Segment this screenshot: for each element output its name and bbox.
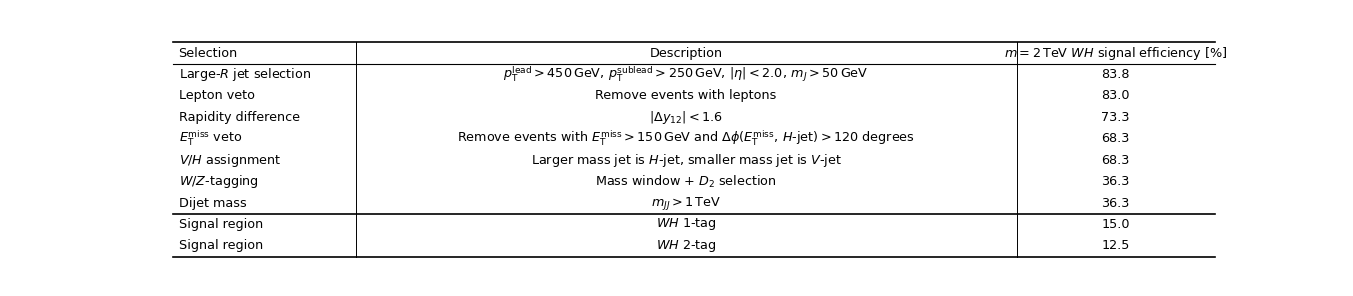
Text: 83.0: 83.0 (1101, 89, 1130, 102)
Text: 36.3: 36.3 (1101, 175, 1130, 188)
Text: 36.3: 36.3 (1101, 197, 1130, 210)
Text: Remove events with $E_{\mathrm{T}}^{\mathrm{miss}} > 150\,\mathrm{GeV}$ and $\De: Remove events with $E_{\mathrm{T}}^{\mat… (457, 129, 915, 149)
Text: $E_{\mathrm{T}}^{\mathrm{miss}}$ veto: $E_{\mathrm{T}}^{\mathrm{miss}}$ veto (179, 129, 242, 149)
Text: $|\Delta y_{12}| < 1.6$: $|\Delta y_{12}| < 1.6$ (649, 109, 723, 126)
Text: Mass window + $D_{2}$ selection: Mass window + $D_{2}$ selection (595, 173, 777, 190)
Text: $m_{JJ} > 1\,\mathrm{TeV}$: $m_{JJ} > 1\,\mathrm{TeV}$ (651, 194, 721, 212)
Text: $W/Z$-tagging: $W/Z$-tagging (179, 173, 258, 190)
Text: 68.3: 68.3 (1101, 132, 1130, 145)
Text: Rapidity difference: Rapidity difference (179, 111, 299, 124)
Text: 68.3: 68.3 (1101, 154, 1130, 167)
Text: Signal region: Signal region (179, 239, 262, 252)
Text: Lepton veto: Lepton veto (179, 89, 254, 102)
Text: $V/H$ assignment: $V/H$ assignment (179, 152, 281, 169)
Text: Dijet mass: Dijet mass (179, 197, 246, 210)
Text: $m = 2\,\mathrm{TeV}\ \mathit{WH}\ \mathrm{signal\ efficiency\ [\%]}$: $m = 2\,\mathrm{TeV}\ \mathit{WH}\ \math… (1004, 45, 1227, 62)
Text: Signal region: Signal region (179, 218, 262, 231)
Text: $WH$ 1-tag: $WH$ 1-tag (656, 216, 717, 232)
Text: 83.8: 83.8 (1101, 68, 1130, 81)
Text: Large-$R$ jet selection: Large-$R$ jet selection (179, 66, 311, 83)
Text: Larger mass jet is $H$-jet, smaller mass jet is $V$-jet: Larger mass jet is $H$-jet, smaller mass… (530, 152, 842, 169)
Text: $p_{\mathrm{T}}^{\mathrm{lead}} > 450\,\mathrm{GeV},\, p_{\mathrm{T}}^{\mathrm{s: $p_{\mathrm{T}}^{\mathrm{lead}} > 450\,\… (503, 65, 869, 84)
Text: Description: Description (649, 46, 723, 59)
Text: 15.0: 15.0 (1101, 218, 1130, 231)
Text: 12.5: 12.5 (1101, 239, 1130, 252)
Text: Selection: Selection (179, 46, 238, 59)
Text: $WH$ 2-tag: $WH$ 2-tag (656, 238, 717, 254)
Text: Remove events with leptons: Remove events with leptons (595, 89, 777, 102)
Text: 73.3: 73.3 (1101, 111, 1130, 124)
